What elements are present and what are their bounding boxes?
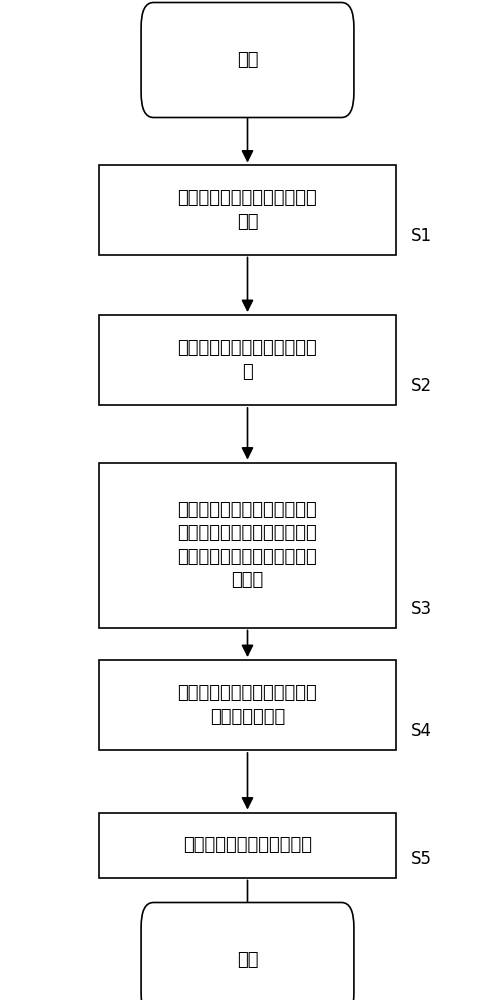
Bar <box>99 462 396 628</box>
Text: 开始: 开始 <box>237 51 258 69</box>
Text: 结束: 结束 <box>237 951 258 969</box>
Text: S2: S2 <box>411 377 432 395</box>
Bar <box>99 165 396 255</box>
Text: S3: S3 <box>411 599 432 617</box>
Text: 求出待定位区域的定位精度: 求出待定位区域的定位精度 <box>183 836 312 854</box>
Text: 求出待定位区域内目标与目标
的接收站主站位置、目标与目
标的接收站辅站位置的相关系
数矩阵: 求出待定位区域内目标与目标 的接收站主站位置、目标与目 标的接收站辅站位置的相关… <box>178 501 317 589</box>
FancyBboxPatch shape <box>141 902 354 1000</box>
Text: 利用伪逆法计算所述待定位区
域的误差估计值: 利用伪逆法计算所述待定位区 域的误差估计值 <box>178 684 317 726</box>
Bar <box>99 812 396 878</box>
Bar <box>99 315 396 405</box>
Text: 确定目标的接收站主站的位置
信息: 确定目标的接收站主站的位置 信息 <box>178 189 317 231</box>
Text: 对待定位区域的位置信息求微
分: 对待定位区域的位置信息求微 分 <box>178 339 317 381</box>
Text: S1: S1 <box>411 227 432 245</box>
Text: S4: S4 <box>411 722 432 740</box>
FancyBboxPatch shape <box>141 3 354 117</box>
Text: S5: S5 <box>411 850 432 867</box>
Bar <box>99 660 396 750</box>
